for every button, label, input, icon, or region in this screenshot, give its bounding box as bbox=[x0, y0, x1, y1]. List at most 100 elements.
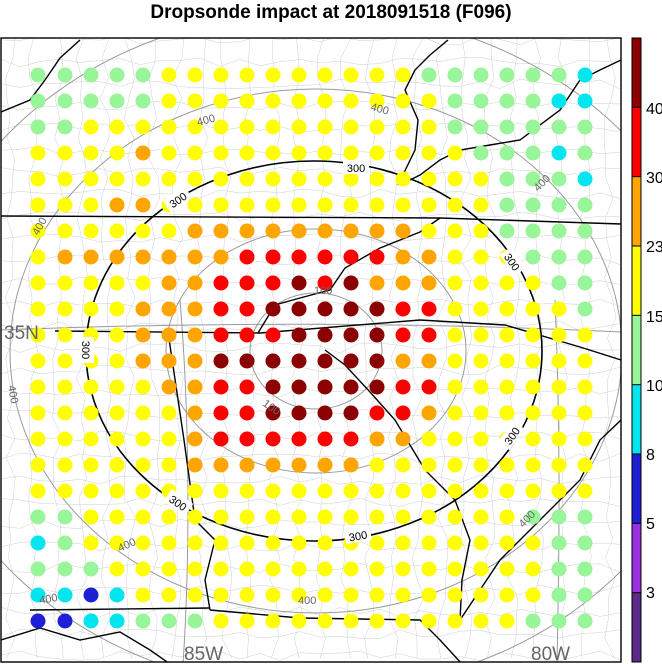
impact-dot bbox=[239, 379, 255, 395]
impact-dot bbox=[369, 509, 385, 525]
impact-dot bbox=[135, 353, 151, 369]
impact-dot bbox=[265, 93, 281, 109]
contour-label: 300 bbox=[348, 529, 368, 544]
coastline-atlantic bbox=[459, 419, 621, 621]
impact-dot bbox=[187, 197, 203, 213]
impact-dot bbox=[83, 379, 99, 395]
impact-dot bbox=[473, 223, 489, 239]
impact-dot bbox=[213, 249, 229, 265]
meridian-80w bbox=[554, 299, 560, 662]
impact-dot bbox=[317, 119, 333, 135]
impact-dot bbox=[265, 405, 281, 421]
impact-dot bbox=[291, 483, 307, 499]
impact-dot bbox=[447, 535, 463, 551]
impact-dot bbox=[499, 483, 515, 499]
impact-dot bbox=[577, 327, 593, 343]
impact-dot bbox=[447, 301, 463, 317]
impact-dot bbox=[525, 301, 541, 317]
impact-dot bbox=[161, 93, 177, 109]
impact-dot bbox=[213, 587, 229, 603]
impact-dot bbox=[135, 275, 151, 291]
impact-dot bbox=[57, 353, 73, 369]
impact-dot bbox=[473, 197, 489, 213]
lat-label-35n: 35N bbox=[4, 323, 39, 344]
impact-dot bbox=[447, 93, 463, 109]
impact-dot bbox=[447, 613, 463, 629]
border-west bbox=[1, 39, 81, 113]
colorbar-swatch bbox=[632, 246, 641, 316]
colorbar-label: 5 bbox=[646, 516, 655, 533]
impact-dot bbox=[369, 431, 385, 447]
border-wv bbox=[397, 39, 449, 186]
impact-dot bbox=[213, 93, 229, 109]
colorbar-swatch bbox=[632, 107, 641, 177]
impact-dot bbox=[499, 145, 515, 161]
impact-dot bbox=[109, 431, 125, 447]
impact-dot bbox=[499, 535, 515, 551]
impact-dot bbox=[83, 223, 99, 239]
impact-dot bbox=[499, 509, 515, 525]
impact-dot bbox=[551, 275, 567, 291]
impact-dot bbox=[239, 509, 255, 525]
impact-dot bbox=[83, 431, 99, 447]
impact-dot bbox=[551, 561, 567, 577]
impact-dot bbox=[291, 613, 307, 629]
impact-dot bbox=[109, 327, 125, 343]
impact-dot bbox=[30, 431, 46, 447]
impact-dot bbox=[187, 483, 203, 499]
impact-dot bbox=[291, 353, 307, 369]
impact-dot bbox=[213, 327, 229, 343]
contour-label: 400 bbox=[38, 592, 58, 607]
impact-dot bbox=[447, 249, 463, 265]
impact-dot bbox=[369, 249, 385, 265]
impact-dot bbox=[343, 249, 359, 265]
impact-dot bbox=[109, 405, 125, 421]
impact-dot bbox=[473, 353, 489, 369]
impact-dot bbox=[499, 301, 515, 317]
impact-dot bbox=[291, 587, 307, 603]
impact-dot bbox=[499, 275, 515, 291]
impact-dot bbox=[421, 223, 437, 239]
impact-dot bbox=[421, 119, 437, 135]
impact-dot bbox=[57, 249, 73, 265]
impact-dot bbox=[57, 93, 73, 109]
impact-dot bbox=[291, 561, 307, 577]
impact-dot bbox=[161, 431, 177, 447]
impact-dot bbox=[473, 145, 489, 161]
impact-dot bbox=[30, 119, 46, 135]
impact-dot bbox=[525, 223, 541, 239]
impact-dot bbox=[291, 249, 307, 265]
impact-dot bbox=[187, 457, 203, 473]
impact-dot bbox=[30, 587, 46, 603]
impact-dot bbox=[291, 405, 307, 421]
impact-dot bbox=[83, 613, 99, 629]
impact-dot bbox=[265, 587, 281, 603]
impact-dot bbox=[473, 67, 489, 83]
impact-dot bbox=[577, 301, 593, 317]
impact-dot bbox=[525, 431, 541, 447]
impact-dot bbox=[161, 561, 177, 577]
impact-dot bbox=[57, 587, 73, 603]
colorbar-swatch bbox=[632, 38, 641, 108]
impact-dot bbox=[109, 353, 125, 369]
impact-dot bbox=[291, 145, 307, 161]
impact-dot bbox=[577, 171, 593, 187]
impact-dot bbox=[30, 197, 46, 213]
impact-dot bbox=[135, 483, 151, 499]
colorbar-label: 8 bbox=[646, 447, 655, 464]
impact-dot bbox=[135, 223, 151, 239]
impact-dot bbox=[161, 613, 177, 629]
impact-dot bbox=[395, 509, 411, 525]
impact-dot bbox=[30, 275, 46, 291]
impact-dot bbox=[109, 509, 125, 525]
impact-dot bbox=[291, 171, 307, 187]
impact-dot bbox=[239, 535, 255, 551]
impact-dot bbox=[30, 561, 46, 577]
impact-dot bbox=[265, 509, 281, 525]
impact-dot bbox=[57, 223, 73, 239]
impact-dot bbox=[447, 145, 463, 161]
impact-dot bbox=[473, 535, 489, 551]
impact-dot bbox=[239, 197, 255, 213]
impact-dot bbox=[551, 197, 567, 213]
impact-dots bbox=[30, 67, 593, 629]
